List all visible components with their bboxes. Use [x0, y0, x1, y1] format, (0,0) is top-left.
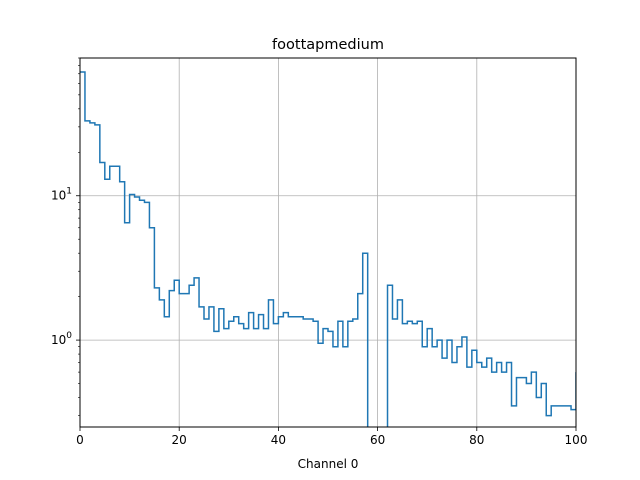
axes-frame [79, 57, 577, 428]
x-axis-label: Channel 0 [298, 457, 359, 471]
x-axis-ticks: 0 20 40 60 80 100 [76, 427, 587, 447]
plot-area [80, 71, 576, 427]
x-tick-label: 60 [370, 433, 385, 447]
x-tick-label: 0 [76, 433, 84, 447]
x-tick-label: 100 [565, 433, 588, 447]
series-line [80, 71, 576, 427]
x-tick-label: 80 [469, 433, 484, 447]
chart-title: foottapmedium [272, 37, 384, 53]
x-tick-label: 20 [172, 433, 187, 447]
x-tick-label: 40 [271, 433, 286, 447]
